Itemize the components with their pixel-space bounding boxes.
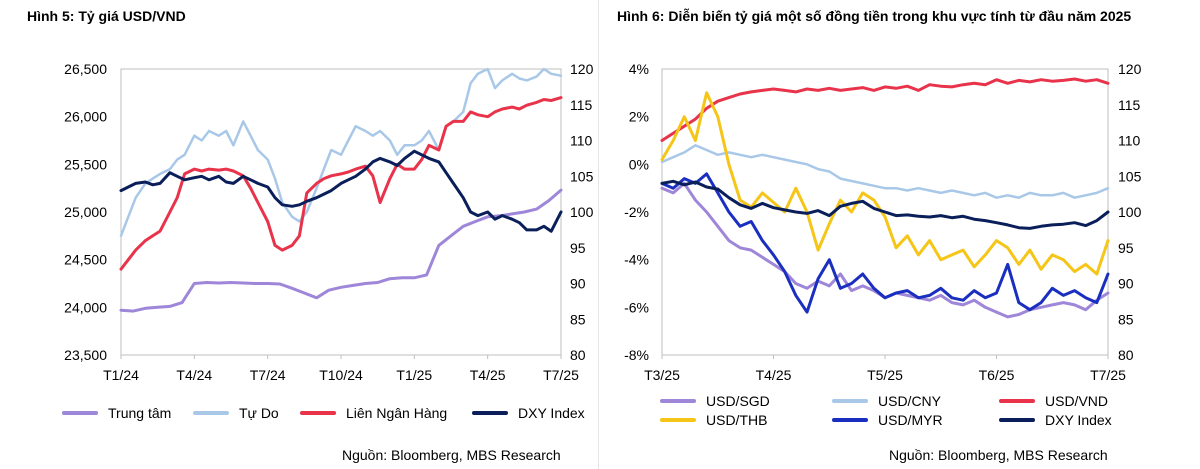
figure-6-title: Hình 6: Diễn biến tỷ giá một số đồng tiề… bbox=[617, 8, 1132, 24]
x-tick-label: T3/25 bbox=[644, 367, 680, 383]
series-line-dxy-index bbox=[119, 149, 563, 233]
y-tick-label: -2% bbox=[624, 204, 649, 220]
legend-label: DXY Index bbox=[518, 405, 585, 421]
y-tick-label: -8% bbox=[624, 347, 649, 363]
legend-swatch bbox=[660, 418, 696, 422]
y-tick-label: 26,500 bbox=[64, 61, 107, 77]
series-line-usd-myr bbox=[660, 172, 1110, 314]
legend-item-trung-tam: Trung tâm bbox=[62, 405, 171, 421]
legend-swatch bbox=[832, 418, 868, 422]
legend-item-usd-sgd: USD/SGD bbox=[660, 393, 770, 409]
series-line-usd-cny bbox=[660, 144, 1110, 199]
y2-tick-label: 110 bbox=[570, 133, 593, 149]
legend-label: Trung tâm bbox=[108, 405, 172, 421]
x-tick-label: T4/25 bbox=[756, 367, 792, 383]
y2-tick-label: 105 bbox=[570, 168, 594, 184]
y2-tick-label: 105 bbox=[1118, 168, 1142, 184]
series-line-li-n-ng-n-h-ng bbox=[119, 96, 563, 271]
y2-tick-label: 80 bbox=[570, 347, 586, 363]
legend-swatch bbox=[660, 399, 696, 403]
y2-tick-label: 85 bbox=[1118, 311, 1134, 327]
y2-tick-label: 80 bbox=[1118, 347, 1134, 363]
series-line-trung-t-m bbox=[119, 188, 563, 313]
x-tick-label: T7/25 bbox=[1090, 367, 1126, 383]
x-tick-label: T7/25 bbox=[543, 367, 579, 383]
legend-item-tu-do: Tự Do bbox=[193, 405, 279, 421]
x-tick-label: T4/24 bbox=[176, 367, 212, 383]
x-tick-label: T10/24 bbox=[319, 367, 363, 383]
y2-tick-label: 85 bbox=[570, 311, 586, 327]
series-line-usd-thb bbox=[660, 91, 1110, 276]
legend-label: USD/THB bbox=[706, 412, 768, 428]
y2-tick-label: 90 bbox=[1118, 276, 1134, 292]
y-tick-label: 24,000 bbox=[64, 299, 107, 315]
series-line-dxy-index bbox=[660, 179, 1110, 230]
y-tick-label: 23,500 bbox=[64, 347, 107, 363]
legend-item-usd-cny: USD/CNY bbox=[832, 393, 941, 409]
y2-tick-label: 100 bbox=[570, 204, 594, 220]
y2-tick-label: 100 bbox=[1118, 204, 1142, 220]
legend-swatch bbox=[300, 411, 336, 415]
y-tick-label: 26,000 bbox=[64, 109, 107, 125]
series-line-usd-vnd bbox=[660, 77, 1110, 142]
figure-5: Hình 5: Tỷ giá USD/VND 23,500 24,000 24,50… bbox=[27, 8, 594, 463]
y2-tick-label: 110 bbox=[1118, 133, 1141, 149]
y2-tick-label: 90 bbox=[570, 276, 586, 292]
legend-label: Tự Do bbox=[239, 405, 279, 421]
y-tick-label: 2% bbox=[629, 109, 649, 125]
y-tick-label: 24,500 bbox=[64, 252, 107, 268]
legend-swatch bbox=[999, 418, 1035, 422]
y2-tick-label: 120 bbox=[1118, 61, 1142, 77]
y2-tick-label: 120 bbox=[570, 61, 594, 77]
y2-tick-label: 95 bbox=[1118, 240, 1134, 256]
x-tick-label: T1/25 bbox=[396, 367, 432, 383]
legend-label: USD/VND bbox=[1045, 393, 1109, 409]
legend-label: USD/CNY bbox=[878, 393, 942, 409]
legend-item-usd-vnd: USD/VND bbox=[999, 393, 1108, 409]
legend-item-lien-ngan-hang: Liên Ngân Hàng bbox=[300, 405, 447, 421]
legend-label: USD/SGD bbox=[706, 393, 770, 409]
legend-swatch bbox=[193, 411, 229, 415]
y-tick-label: 4% bbox=[629, 61, 649, 77]
y-tick-label: 0% bbox=[629, 156, 649, 172]
legend-item-usd-thb: USD/THB bbox=[660, 412, 767, 428]
legend-item-usd-myr: USD/MYR bbox=[832, 412, 943, 428]
x-tick-label: T6/25 bbox=[979, 367, 1015, 383]
figure-5-chart: 23,500 24,000 24,500 25,000 25,500 26,000 26,5… bbox=[64, 61, 594, 383]
x-tick-label: T7/24 bbox=[250, 367, 286, 383]
y-tick-label: 25,000 bbox=[64, 204, 107, 220]
legend-swatch bbox=[62, 411, 98, 415]
figure-6-source: Nguồn: Bloomberg, MBS Research bbox=[889, 447, 1108, 463]
y2-tick-label: 95 bbox=[570, 240, 586, 256]
legend-swatch bbox=[999, 399, 1035, 403]
x-tick-label: T5/25 bbox=[867, 367, 903, 383]
y-tick-label: -6% bbox=[624, 299, 649, 315]
series-line-t-do bbox=[119, 67, 563, 238]
legend-label: DXY Index bbox=[1045, 412, 1112, 428]
x-tick-label: T4/25 bbox=[470, 367, 506, 383]
legend-item-dxy-index: DXY Index bbox=[999, 412, 1112, 428]
figure-6-chart: -8% -6% -4% -2% 0% 2% 4% 80 85 90 95 100 105 110 115 12… bbox=[624, 61, 1142, 383]
figure-5-source: Nguồn: Bloomberg, MBS Research bbox=[342, 447, 561, 463]
legend-label: Liên Ngân Hàng bbox=[346, 405, 448, 421]
legend-label: USD/MYR bbox=[878, 412, 943, 428]
figure-6: Hình 6: Diễn biến tỷ giá một số đồng tiề… bbox=[600, 0, 1200, 469]
panel-divider bbox=[598, 0, 599, 469]
legend-swatch bbox=[472, 411, 508, 415]
legend-swatch bbox=[832, 399, 868, 403]
legend-item-dxy-index: DXY Index bbox=[472, 405, 585, 421]
y-tick-label: 25,500 bbox=[64, 156, 107, 172]
x-tick-label: T1/24 bbox=[103, 367, 139, 383]
y2-tick-label: 115 bbox=[1118, 97, 1141, 113]
y-tick-label: -4% bbox=[624, 252, 649, 268]
y2-tick-label: 115 bbox=[570, 97, 593, 113]
figure-5-title: Hình 5: Tỷ giá USD/VND bbox=[27, 8, 186, 24]
